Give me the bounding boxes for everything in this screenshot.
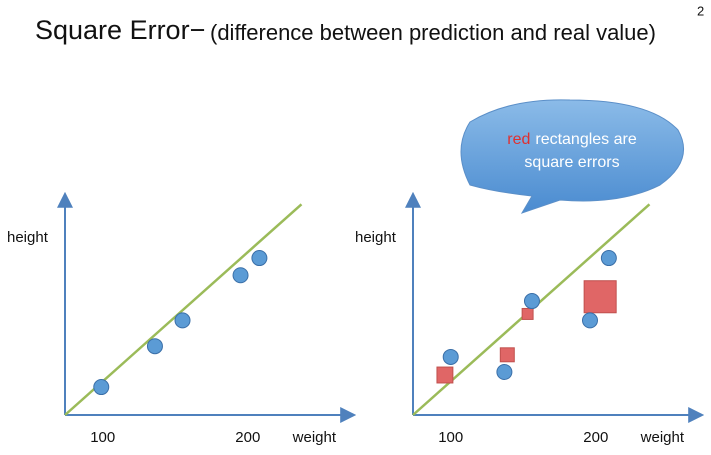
square-error (499, 347, 515, 363)
point (600, 250, 617, 267)
x-tick-label: 100 (438, 429, 463, 446)
callout-line: square errors (524, 154, 619, 171)
callout-text: red rectangles are (507, 131, 637, 148)
x-axis-label: weight (292, 429, 337, 446)
square-error (521, 307, 534, 320)
x-tick-label: 200 (235, 429, 260, 446)
x-axis-label: weight (640, 429, 685, 446)
y-axis-label: height (7, 229, 49, 246)
point (496, 364, 513, 380)
point (581, 312, 598, 329)
point (93, 379, 110, 396)
x-tick-label: 100 (90, 429, 115, 446)
point (146, 338, 163, 355)
point (174, 312, 191, 329)
point (442, 348, 459, 365)
title: Square Error− (35, 15, 205, 45)
superscript: 2 (697, 3, 704, 18)
callout-line: rectangles are (535, 131, 636, 148)
callout-bubble (460, 99, 685, 214)
point (251, 250, 268, 267)
x-tick-label: 200 (583, 429, 608, 446)
square-error (436, 366, 454, 384)
y-axis-label: height (355, 229, 397, 246)
point (523, 293, 540, 310)
subtitle: (difference between prediction and real … (210, 20, 656, 45)
callout-highlight: red (507, 131, 530, 148)
point (232, 267, 249, 284)
square-error (583, 280, 617, 314)
